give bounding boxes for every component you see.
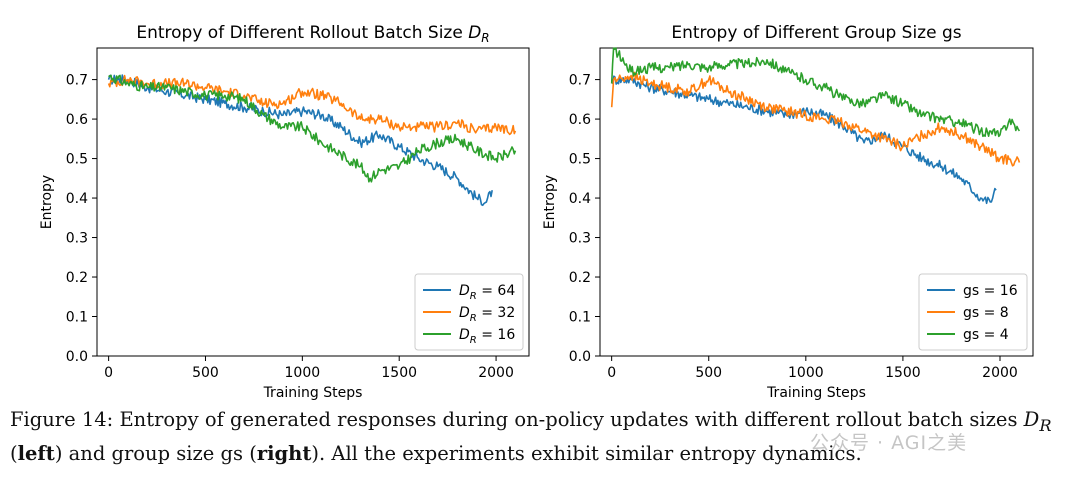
caption-subscript: R [1039, 415, 1052, 435]
caption-symbol: D [1023, 408, 1040, 431]
plot-frame [96, 47, 530, 357]
legend-box [414, 273, 524, 351]
y-tick-label: 0.6 [569, 112, 591, 128]
x-tick-label: 1500 [885, 365, 921, 381]
y-tick-label: 0.5 [66, 152, 88, 168]
series-line-1 [610, 75, 997, 205]
chart-legend: gs = 16 gs = 8 gs = 4 [918, 273, 1028, 351]
x-tick-label: 2000 [982, 365, 1018, 381]
y-axis-label: Entropy [39, 175, 55, 229]
x-tick-label: 0 [607, 365, 616, 381]
chart-panel-1: Entropy of Different Rollout Batch Size … [39, 23, 530, 401]
legend-label-3: gs = 4 [963, 327, 1009, 343]
y-tick-label: 0.2 [66, 270, 88, 286]
legend-label-1: gs = 16 [963, 283, 1018, 299]
legend-label-2: gs = 8 [963, 305, 1009, 321]
plot-frame [599, 47, 1034, 357]
x-tick-label: 1500 [381, 365, 417, 381]
legend-label-3: DR = 16 [459, 327, 515, 346]
x-tick-label: 500 [192, 365, 219, 381]
legend-label-1: DR = 64 [459, 283, 515, 302]
caption-suffix: ). All the experiments exhibit similar e… [311, 441, 862, 465]
caption-left: left [17, 441, 55, 465]
figure-caption: Figure 14: Entropy of generated response… [10, 408, 1052, 465]
y-tick-label: 0.2 [569, 270, 591, 286]
x-axis-label: Training Steps [263, 385, 363, 401]
y-tick-label: 0.0 [569, 349, 591, 365]
x-tick-label: 500 [695, 365, 722, 381]
x-tick-label: 1000 [788, 365, 824, 381]
legend-label-2: DR = 32 [459, 305, 515, 324]
y-tick-label: 0.3 [66, 231, 88, 247]
chart-title: Entropy of Different Rollout Batch Size … [136, 23, 489, 45]
chart-legend: DR = 64 DR = 32 DR = 16 [414, 273, 524, 351]
series-line-2 [107, 74, 517, 136]
y-tick-label: 0.7 [569, 73, 591, 89]
y-tick-label: 0.4 [569, 191, 591, 207]
legend-box [918, 273, 1028, 351]
y-tick-label: 0.5 [569, 152, 591, 168]
x-tick-label: 1000 [285, 365, 321, 381]
y-tick-label: 0.7 [66, 73, 88, 89]
series-line-3 [108, 74, 517, 183]
chart-title: Entropy of Different Group Size gs [671, 23, 961, 43]
chart-panel-2: Entropy of Different Group Size gs 0.0 0.1… [542, 23, 1034, 401]
y-tick-label: 0.0 [66, 349, 88, 365]
x-tick-label: 2000 [478, 365, 514, 381]
series-line-1 [107, 74, 493, 207]
x-tick-label: 0 [104, 365, 113, 381]
figure-canvas: Entropy of Different Rollout Batch Size … [39, 23, 1034, 401]
x-axis-label: Training Steps [766, 385, 866, 401]
y-tick-label: 0.3 [569, 231, 591, 247]
caption-right: right [256, 441, 312, 465]
y-tick-label: 0.1 [66, 310, 88, 326]
series-line-2 [610, 71, 1021, 167]
caption-mid: ) and group size gs ( [54, 441, 257, 465]
caption-prefix: Figure 14: Entropy of generated response… [10, 408, 1018, 431]
y-tick-label: 0.4 [66, 191, 88, 207]
y-tick-label: 0.6 [66, 112, 88, 128]
series-line-3 [610, 47, 1021, 138]
y-tick-label: 0.1 [569, 310, 591, 326]
y-axis-label: Entropy [542, 175, 558, 229]
watermark-text: 公众号 · AGI之美 [810, 432, 968, 454]
